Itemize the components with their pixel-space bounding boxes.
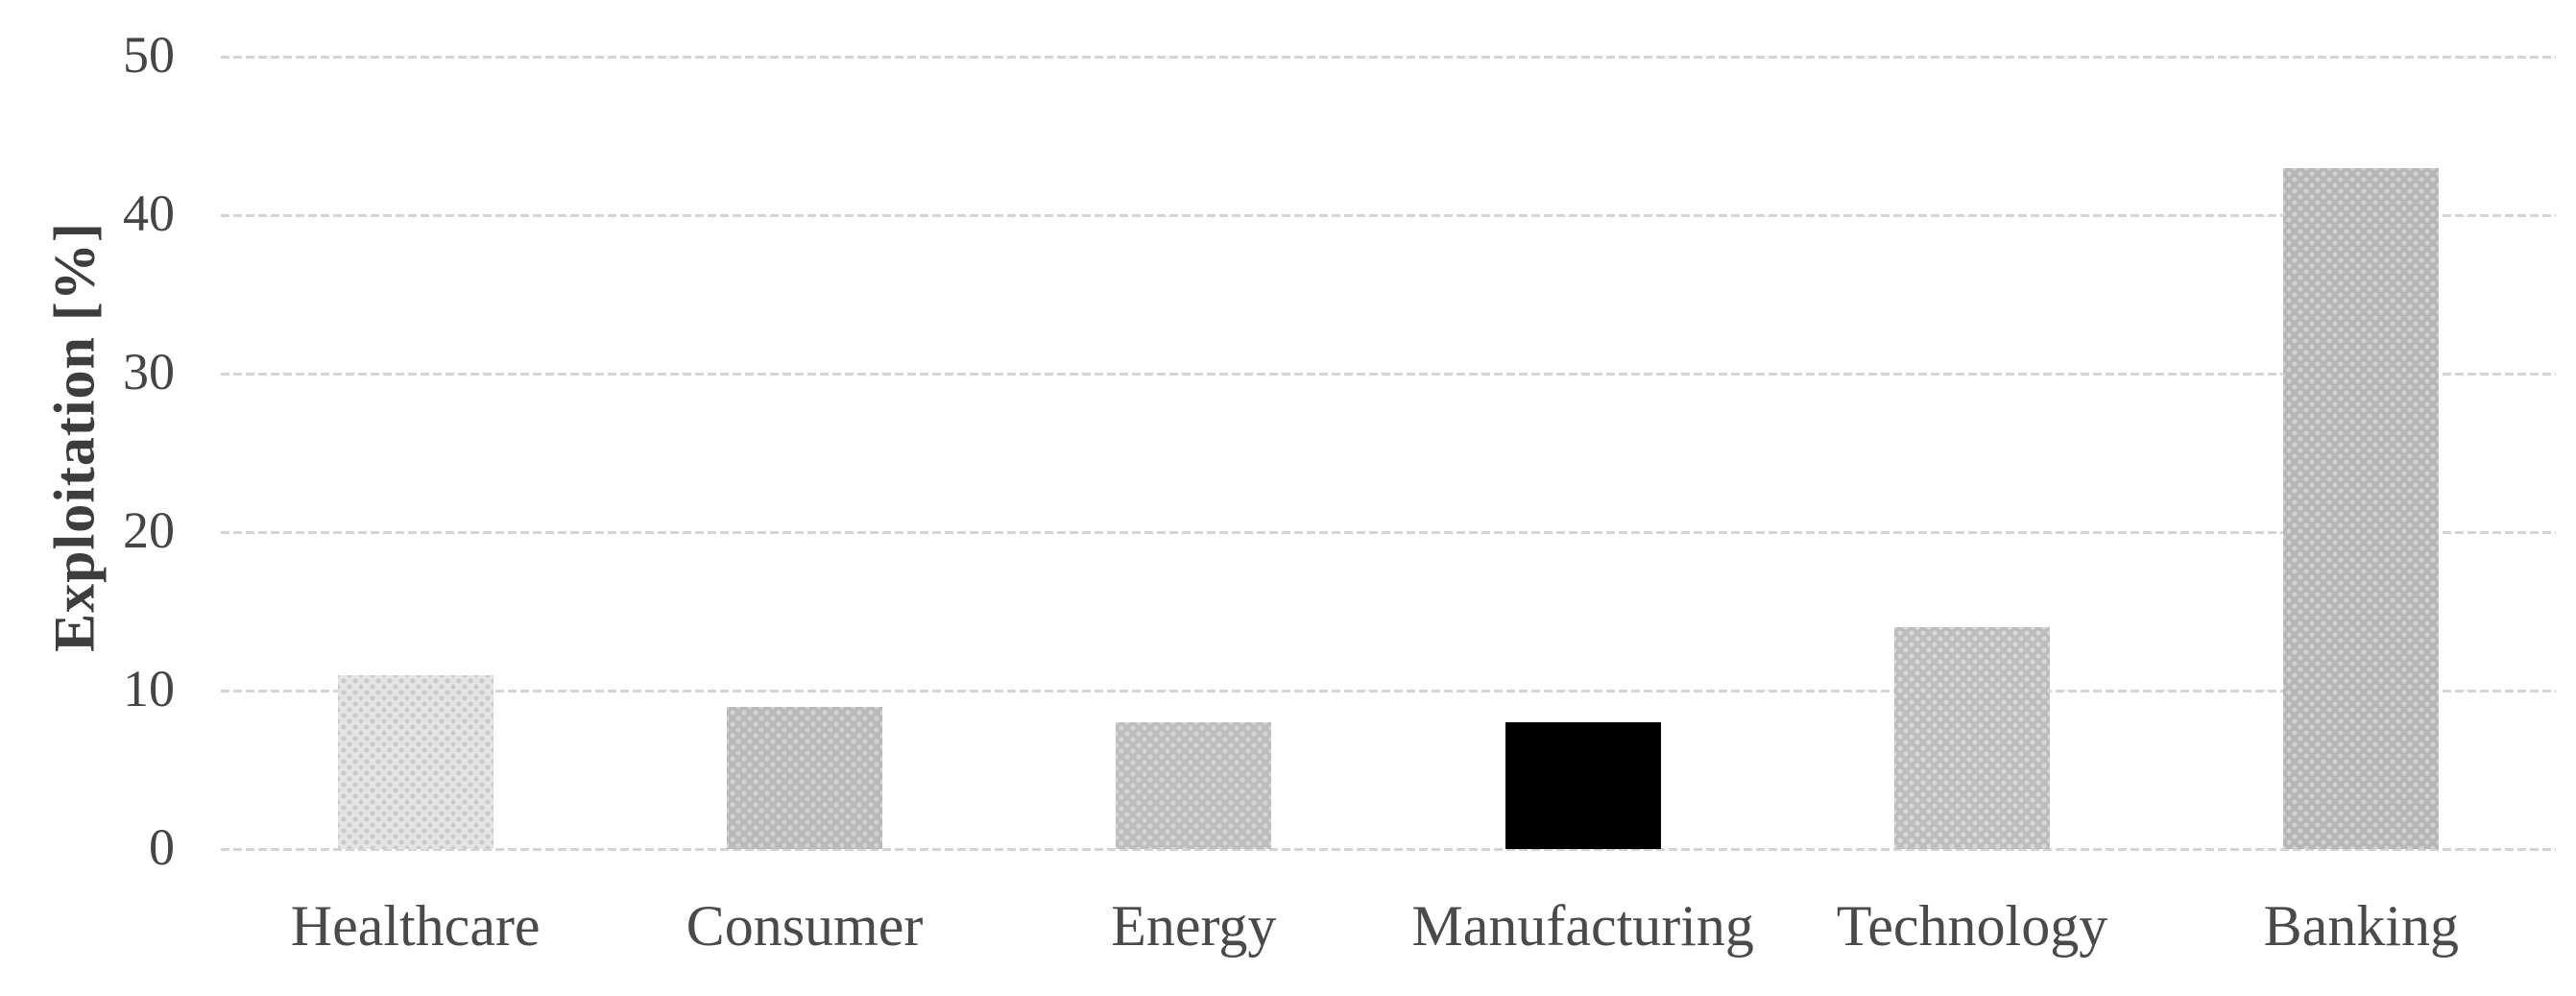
bar-healthcare bbox=[337, 674, 494, 849]
bar-consumer bbox=[727, 706, 882, 849]
gridline-30 bbox=[221, 373, 2556, 376]
y-tick-label-20: 20 bbox=[123, 500, 175, 559]
gridline-10 bbox=[221, 690, 2556, 692]
bar-banking bbox=[2283, 167, 2440, 849]
x-label-consumer: Consumer bbox=[686, 894, 924, 958]
y-tick-label-30: 30 bbox=[123, 342, 175, 401]
x-label-technology: Technology bbox=[1836, 894, 2108, 958]
gridline-40 bbox=[221, 214, 2556, 217]
y-tick-label-10: 10 bbox=[123, 659, 175, 717]
bar-energy bbox=[1116, 722, 1272, 849]
y-tick-label-40: 40 bbox=[123, 183, 175, 242]
gridline-0 bbox=[221, 848, 2556, 851]
gridline-20 bbox=[221, 531, 2556, 534]
y-axis-title: Exploitation [%] bbox=[42, 222, 107, 652]
y-tick-label-50: 50 bbox=[123, 25, 175, 84]
x-label-banking: Banking bbox=[2263, 894, 2459, 958]
y-tick-label-0: 0 bbox=[149, 817, 175, 876]
bar-technology bbox=[1894, 627, 2050, 849]
bar-manufacturing bbox=[1505, 722, 1661, 849]
x-label-healthcare: Healthcare bbox=[290, 894, 541, 958]
gridline-50 bbox=[221, 56, 2556, 59]
x-label-manufacturing: Manufacturing bbox=[1411, 894, 1754, 958]
x-label-energy: Energy bbox=[1111, 894, 1277, 958]
